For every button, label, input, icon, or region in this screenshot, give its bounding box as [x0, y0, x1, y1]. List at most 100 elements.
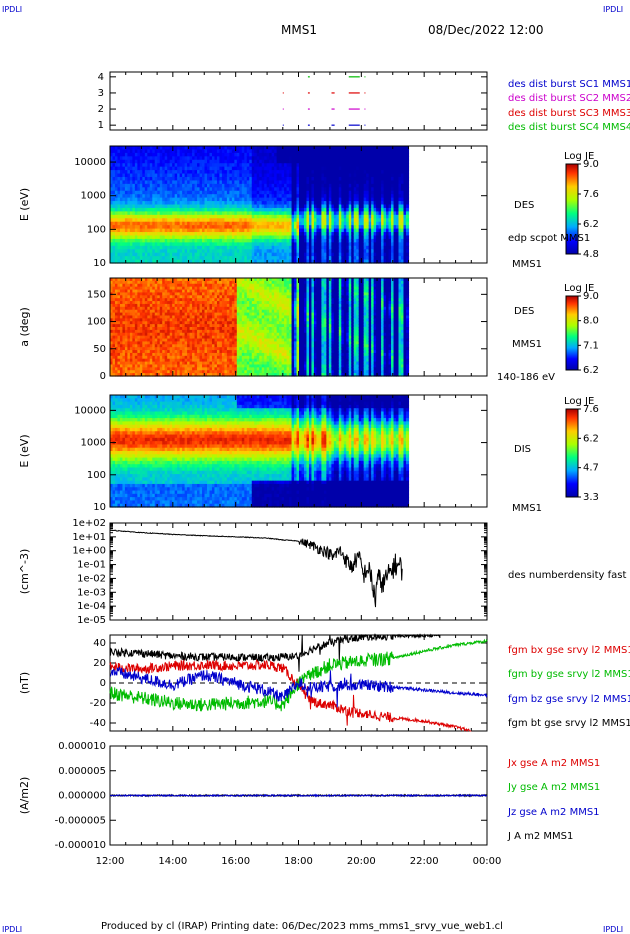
des_energy-cell [284, 163, 288, 168]
des_energy-cell [207, 163, 211, 168]
des_energy-cell [182, 232, 186, 237]
des_energy-cell [286, 232, 290, 237]
des_energy-cell [219, 163, 223, 168]
des_energy-cell [254, 149, 258, 154]
des_energy-cell [157, 218, 161, 223]
des_energy-cell [264, 204, 268, 209]
des_energy-cell [226, 218, 230, 223]
des_energy-cell [338, 204, 342, 209]
des_energy-cell [124, 180, 129, 185]
des_energy-cell [239, 225, 243, 230]
des_energy-cell [187, 159, 191, 164]
des_energy-cell [333, 201, 337, 206]
des_energy-cell [117, 163, 121, 168]
des_energy-cell [289, 146, 293, 151]
des_energy-cell [284, 242, 288, 247]
des_energy-cell [112, 249, 116, 254]
des_energy-cell [323, 152, 327, 157]
des_energy-cell [281, 187, 285, 192]
des_energy-cell [147, 232, 151, 237]
des_energy-cell [291, 238, 295, 243]
des_energy-cell [405, 235, 410, 240]
des_energy-cell [119, 152, 124, 157]
des_energy-cell [289, 197, 293, 202]
des_energy-cell [192, 190, 196, 195]
burst-ytick-label: 3 [98, 88, 104, 99]
des_energy-cell [177, 201, 181, 206]
des_energy-cell [343, 173, 347, 178]
des_energy-cell [289, 259, 293, 264]
des_energy-cell [244, 214, 248, 219]
des_energy-cell [194, 228, 198, 233]
des_energy-cell [199, 221, 203, 226]
des_energy-cell [316, 235, 320, 240]
des_energy-cell [119, 245, 124, 250]
des_energy-cell [204, 214, 208, 219]
des_energy-cell [234, 149, 238, 154]
des_energy-cell [274, 252, 278, 257]
des_energy-cell [194, 204, 198, 209]
des_energy-cell [343, 214, 347, 219]
des_energy-cell [338, 221, 342, 226]
des_energy-cell [122, 207, 126, 212]
des_energy-cell [221, 176, 226, 182]
des_energy-ytick-label: 100 [87, 224, 106, 235]
des_energy-cell [246, 152, 250, 157]
des_energy-cell [226, 232, 230, 237]
des_energy-cell [147, 235, 151, 240]
des_energy-cell [187, 221, 191, 226]
des_energy-cell [301, 259, 305, 264]
des_energy-cell [301, 152, 305, 157]
des_energy-cell [147, 152, 151, 157]
des_energy-cell [299, 221, 303, 226]
des_energy-cell [147, 187, 151, 192]
des_energy-cell [159, 173, 163, 178]
des_energy-cell [269, 159, 273, 164]
des_energy-ylabel: E (eV) [18, 188, 31, 221]
des_energy-cell [182, 183, 186, 188]
des_energy-cell [157, 159, 161, 164]
des_energy-cell [264, 146, 268, 151]
des_energy-cell [274, 249, 278, 254]
des_energy-cell [152, 170, 156, 175]
des_energy-cell [326, 207, 330, 212]
des_energy-cell [192, 207, 196, 212]
des_energy-cell [261, 152, 265, 157]
des_energy-cell [308, 149, 313, 154]
des_energy-cell [169, 221, 173, 226]
des_energy-cell [294, 204, 298, 209]
des_energy-cell [149, 163, 153, 168]
des_energy-cell [291, 194, 295, 199]
des_energy-cell [124, 228, 129, 233]
des_energy-cell [296, 166, 300, 171]
des_energy-cell [132, 238, 136, 243]
des_energy-cell [209, 156, 213, 161]
des_energy-cell [269, 228, 273, 233]
des_energy-cell [256, 166, 260, 171]
des_energy-cell [244, 249, 248, 254]
des_energy-cell [301, 235, 305, 240]
des_energy-cell [231, 221, 235, 226]
des_energy-cell [169, 146, 173, 151]
des_energy-cell [144, 180, 148, 185]
des_energy-cell [211, 201, 216, 206]
des_energy-cell [164, 238, 168, 243]
des_energy-cell [199, 228, 203, 233]
des_energy-cell [281, 156, 285, 161]
des_energy-cell [221, 221, 226, 226]
des_energy-cell [211, 183, 216, 188]
des_energy-cell [114, 166, 119, 171]
des_energy-cell [202, 256, 206, 261]
des_energy-cell [147, 173, 151, 178]
des_energy-cell [266, 146, 270, 151]
des_energy-cell [274, 256, 278, 261]
des_energy-cell [221, 187, 226, 192]
des_energy-cell [139, 163, 143, 168]
des_energy-cell [239, 183, 243, 188]
des_energy-cell [271, 245, 275, 250]
des_energy-cell [117, 252, 121, 257]
des_energy-cell [274, 163, 278, 168]
des_energy-cell [249, 176, 253, 182]
des_energy-cell [313, 156, 318, 161]
des_energy-cell [137, 159, 141, 164]
